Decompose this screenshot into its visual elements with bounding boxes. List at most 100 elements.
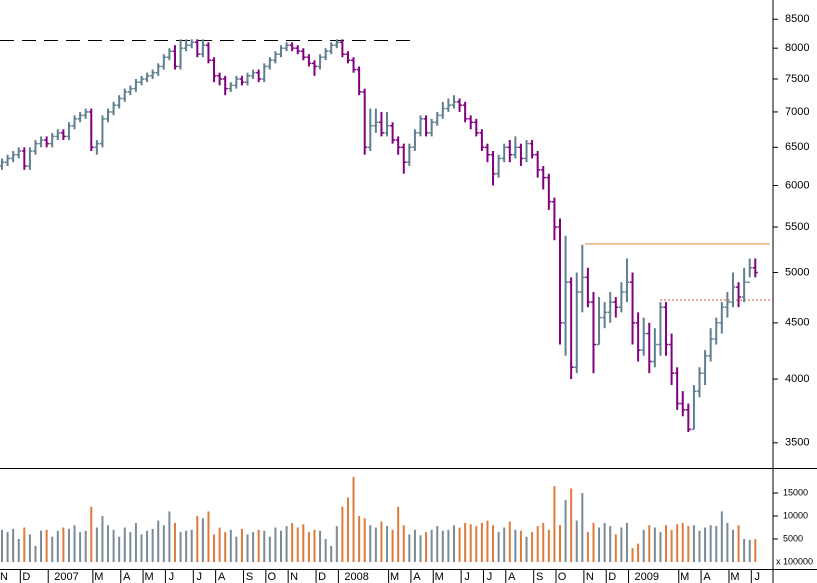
volume-bar <box>704 527 707 562</box>
volume-bar <box>224 532 227 562</box>
volume-bar <box>341 506 344 562</box>
x-tick-label: A <box>218 571 226 583</box>
volume-bar <box>659 532 662 562</box>
x-tick-label: A <box>123 571 131 583</box>
x-tick-label: D <box>318 571 326 583</box>
volume-bar <box>497 532 500 562</box>
volume-bar <box>397 506 400 562</box>
volume-bar <box>207 511 210 562</box>
volume-bar <box>408 534 411 562</box>
volume-bar <box>229 529 232 562</box>
volume-bar <box>553 486 556 562</box>
volume-bar <box>173 522 176 562</box>
x-tick-label: S <box>246 571 253 583</box>
volume-bar <box>547 529 550 562</box>
x-tick-label: J <box>464 571 470 583</box>
volume-bar <box>631 548 634 562</box>
volume-bar <box>620 527 623 562</box>
volume-bar <box>447 529 450 562</box>
volume-bar <box>570 488 573 562</box>
volume-bar <box>79 532 82 562</box>
volume-bar <box>575 520 578 562</box>
y-tick-label: 4500 <box>785 317 809 329</box>
volume-bar <box>391 529 394 562</box>
volume-bar <box>363 518 366 562</box>
volume-bar <box>374 527 377 562</box>
x-tick-label: M <box>144 571 153 583</box>
x-tick-label: M <box>730 571 739 583</box>
volume-bar <box>441 530 444 562</box>
volume-bar <box>681 522 684 562</box>
volume-bar <box>168 511 171 562</box>
volume-bar <box>525 536 528 562</box>
volume-bar <box>346 497 349 562</box>
volume-bar <box>469 524 472 562</box>
volume-bar <box>157 520 160 562</box>
x-tick-label: J <box>197 571 203 583</box>
x-tick-label: M <box>435 571 444 583</box>
volume-bar <box>196 516 199 562</box>
volume-bar <box>123 527 126 562</box>
volume-bar <box>280 530 282 562</box>
volume-bar <box>235 536 238 562</box>
x-tick-label: M <box>680 571 689 583</box>
volume-bar <box>352 476 355 562</box>
volume-bar <box>743 539 746 562</box>
volume-bar <box>737 525 740 562</box>
x-tick-label: N <box>0 571 8 583</box>
x-tick-label: A <box>508 571 516 583</box>
volume-bar <box>726 522 729 562</box>
volume-bar <box>17 539 20 562</box>
x-tick-label: N <box>290 571 298 583</box>
volume-bar <box>665 525 668 562</box>
y-tick-label: 5000 <box>785 266 809 278</box>
volume-bar <box>6 532 9 562</box>
volume-bar <box>559 525 561 562</box>
volume-bar <box>319 530 322 562</box>
volume-bar <box>28 534 31 562</box>
volume-bar <box>179 532 182 562</box>
volume-bar <box>73 525 76 562</box>
volume-bar <box>112 529 115 562</box>
volume-bar <box>731 529 734 562</box>
volume-bar <box>648 525 651 562</box>
volume-bar <box>715 526 718 562</box>
volume-bar <box>430 529 433 562</box>
volume-bar <box>107 525 110 562</box>
x-tick-label: M <box>390 571 399 583</box>
x-tick-label: S <box>536 571 543 583</box>
volume-bar <box>586 532 589 562</box>
volume-bar <box>67 528 70 562</box>
volume-bar <box>402 525 405 562</box>
volume-bar <box>201 518 204 562</box>
volume-bar <box>676 524 679 562</box>
volume-bar <box>748 539 751 562</box>
volume-bar <box>542 522 545 562</box>
volume-bar <box>324 539 327 562</box>
volume-bar <box>313 529 316 562</box>
volume-bar <box>84 530 87 562</box>
volume-bar <box>218 527 221 562</box>
x-tick-label: A <box>413 571 421 583</box>
y-tick-label: 3500 <box>785 437 809 449</box>
volume-bar <box>40 530 43 562</box>
y-tick-label: 6500 <box>785 141 809 153</box>
volume-bar <box>296 527 299 562</box>
volume-bar <box>670 529 673 562</box>
volume-bar <box>413 529 416 562</box>
x-tick-label: D <box>608 571 616 583</box>
volume-bar <box>134 522 137 562</box>
volume-bar <box>101 516 104 562</box>
volume-bar <box>625 522 628 562</box>
volume-bar <box>514 529 517 562</box>
volume-bar <box>129 532 132 562</box>
volume-bar <box>592 522 595 562</box>
volume-bar <box>386 526 389 562</box>
volume-bar <box>653 527 656 562</box>
x-tick-label: J <box>755 571 761 583</box>
volume-bar <box>12 528 15 562</box>
volume-bar <box>720 511 723 562</box>
volume-bar <box>246 534 249 562</box>
